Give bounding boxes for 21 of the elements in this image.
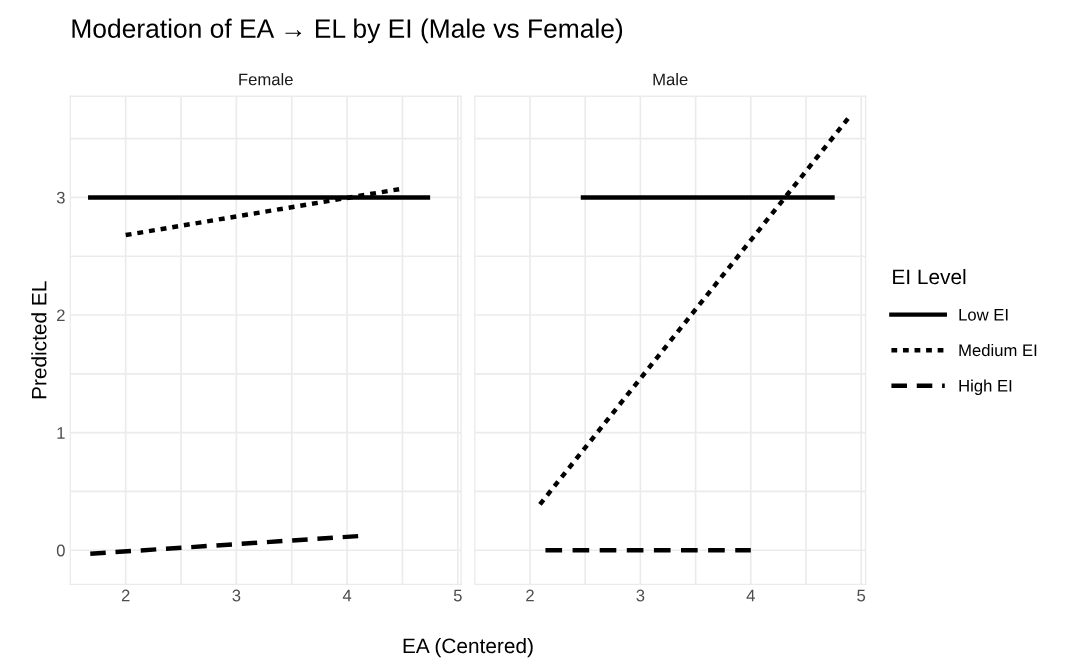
x-tick-label: 5 xyxy=(453,589,462,602)
y-tick-label: 1 xyxy=(57,427,65,439)
x-tick-label: 4 xyxy=(746,589,755,602)
y-tick-label: 2 xyxy=(57,309,65,322)
legend-title: EI Level xyxy=(893,268,966,285)
legend-label: Low EI xyxy=(959,309,1008,321)
legend-label: High EI xyxy=(959,379,1012,396)
y-tick-label: 3 xyxy=(56,191,65,204)
y-axis-title: Predicted EL xyxy=(31,281,47,399)
x-tick-label: 3 xyxy=(232,589,241,602)
y-tick-label: 0 xyxy=(56,544,65,557)
text: Moderation of EA → EL by EI (Male vs Female) xyxy=(72,18,623,44)
x-tick-label: 3 xyxy=(636,589,645,602)
chart-title: Female xyxy=(239,73,293,86)
x-tick-label: 5 xyxy=(857,589,866,602)
x-tick-label: 2 xyxy=(526,589,534,602)
x-axis-title: EA (Centered) xyxy=(403,637,533,658)
x-tick-label: 4 xyxy=(342,589,352,602)
chart-title: Male xyxy=(653,73,688,86)
legend-label: Medium EI xyxy=(959,343,1037,357)
x-tick-label: 2 xyxy=(121,589,130,602)
